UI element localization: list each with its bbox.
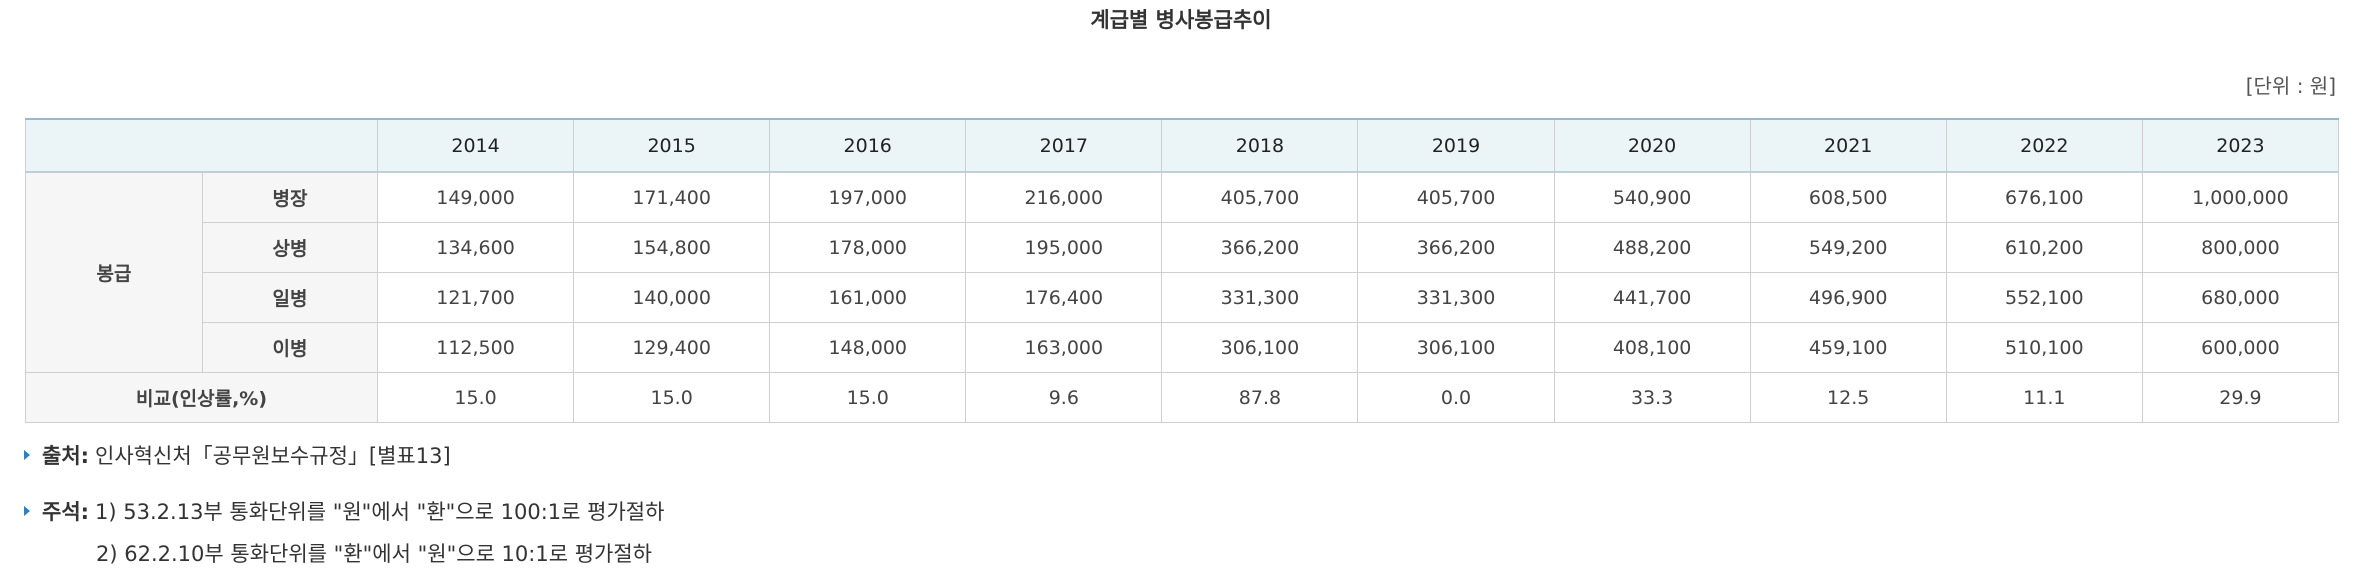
table-cell: 15.0 [573,372,771,423]
remark-note: 주석: 1) 53.2.13부 통화단위를 "원"에서 "환"으로 100:1로… [24,496,664,526]
table-cell: 306,100 [1357,322,1555,373]
table-cell: 676,100 [1945,171,2143,223]
table-cell: 134,600 [376,222,575,273]
table-cell: 148,000 [769,322,967,373]
year-header: 2018 [1161,118,1359,173]
table-cell: 163,000 [965,322,1163,373]
year-header: 2014 [376,118,575,173]
year-header: 2021 [1749,118,1947,173]
table-cell: 195,000 [965,222,1163,273]
remark-text-1: 1) 53.2.13부 통화단위를 "원"에서 "환"으로 100:1로 평가절… [95,500,665,524]
table-cell: 15.0 [769,372,967,423]
table-cell: 549,200 [1749,222,1947,273]
rank-label: 이병 [202,322,378,373]
table-cell: 0.0 [1357,372,1555,423]
table-cell: 405,700 [1357,171,1555,223]
year-header: 2019 [1357,118,1555,173]
table-cell: 12.5 [1749,372,1947,423]
header-row: 2014 2015 2016 2017 2018 2019 2020 2021 … [25,118,2340,173]
group-label: 봉급 [25,171,203,373]
table-cell: 15.0 [376,372,575,423]
year-header: 2016 [769,118,967,173]
table-cell: 1,000,000 [2141,171,2340,223]
table-cell: 680,000 [2141,272,2340,323]
table-cell: 29.9 [2141,372,2340,423]
source-label: 출처: [42,444,90,468]
compare-row: 비교(인상률,%) 15.0 15.0 15.0 9.6 87.8 0.0 33… [25,372,2340,423]
table-row: 이병 112,500 129,400 148,000 163,000 306,1… [26,322,2340,373]
table-cell: 331,300 [1161,272,1359,323]
table-cell: 600,000 [2141,322,2340,373]
table-cell: 9.6 [965,372,1163,423]
table-cell: 197,000 [769,171,967,223]
compare-label: 비교(인상률,%) [25,372,378,423]
table-cell: 161,000 [769,272,967,323]
bullet-triangle-icon [24,450,30,460]
year-header: 2020 [1553,118,1751,173]
table-cell: 405,700 [1161,171,1359,223]
year-header: 2022 [1945,118,2143,173]
table-cell: 540,900 [1553,171,1751,223]
table-row: 상병 134,600 154,800 178,000 195,000 366,2… [26,222,2340,273]
table-cell: 510,100 [1945,322,2143,373]
source-text: 인사혁신처「공무원보수규정」[별표13] [95,444,451,468]
table-cell: 176,400 [965,272,1163,323]
table-cell: 112,500 [376,322,575,373]
rank-label: 상병 [202,222,378,273]
table-cell: 331,300 [1357,272,1555,323]
table-cell: 488,200 [1553,222,1751,273]
bullet-triangle-icon [24,506,30,516]
table-cell: 121,700 [376,272,575,323]
table-row: 봉급 병장 149,000 171,400 197,000 216,000 40… [25,171,2340,373]
remark-label: 주석: [42,500,90,524]
table-cell: 87.8 [1161,372,1359,423]
table-cell: 171,400 [573,171,771,223]
header-corner [25,118,378,173]
table-cell: 366,200 [1161,222,1359,273]
year-header: 2017 [965,118,1163,173]
year-header: 2023 [2141,118,2340,173]
table-cell: 140,000 [573,272,771,323]
source-note: 출처: 인사혁신처「공무원보수규정」[별표13] [24,440,664,470]
table-cell: 441,700 [1553,272,1751,323]
table-cell: 154,800 [573,222,771,273]
rank-label: 병장 [202,171,378,223]
remark-note-2: 2) 62.2.10부 통화단위를 "환"에서 "원"으로 10:1로 평가절하 [96,538,664,568]
table-cell: 608,500 [1749,171,1947,223]
salary-table: 2014 2015 2016 2017 2018 2019 2020 2021 … [25,118,2340,423]
unit-label: [단위 : 원] [2245,74,2336,98]
table-cell: 552,100 [1945,272,2143,323]
notes-section: 출처: 인사혁신처「공무원보수규정」[별표13] 주석: 1) 53.2.13부… [24,440,664,568]
table-cell: 129,400 [573,322,771,373]
table-cell: 459,100 [1749,322,1947,373]
table-cell: 306,100 [1161,322,1359,373]
table-cell: 800,000 [2141,222,2340,273]
remark-text-2: 2) 62.2.10부 통화단위를 "환"에서 "원"으로 10:1로 평가절하 [96,542,652,566]
rank-label: 일병 [202,272,378,323]
year-header: 2015 [573,118,771,173]
table-cell: 216,000 [965,171,1163,223]
table-cell: 496,900 [1749,272,1947,323]
page-title: 계급별 병사봉급추이 [1090,8,1272,32]
table-cell: 11.1 [1945,372,2143,423]
table-cell: 610,200 [1945,222,2143,273]
table-cell: 408,100 [1553,322,1751,373]
table-cell: 178,000 [769,222,967,273]
table-cell: 366,200 [1357,222,1555,273]
table-cell: 149,000 [376,171,575,223]
table-row: 일병 121,700 140,000 161,000 176,400 331,3… [26,272,2340,323]
table-cell: 33.3 [1553,372,1751,423]
